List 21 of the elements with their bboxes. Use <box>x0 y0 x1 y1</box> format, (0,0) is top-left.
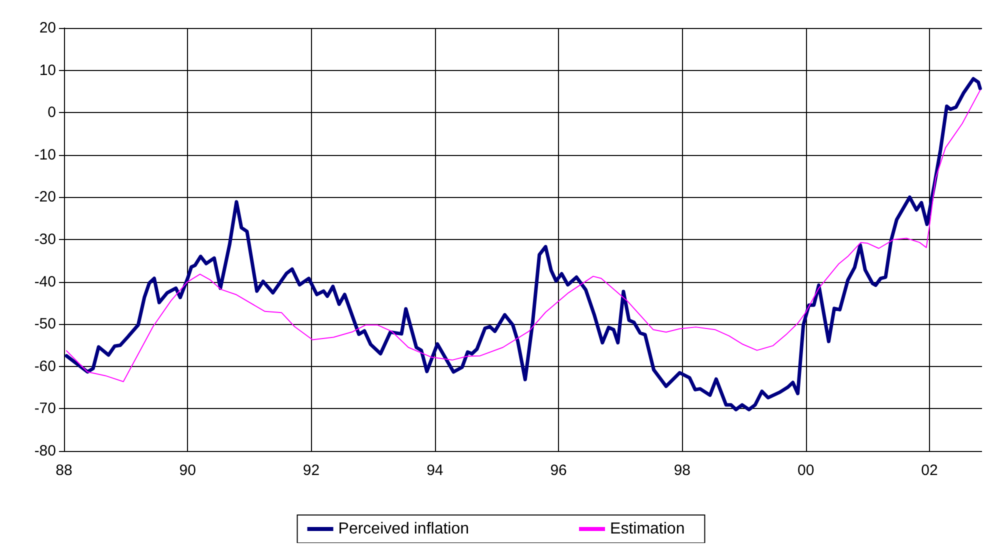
y-tick-label: -70 <box>34 400 56 418</box>
legend-label: Estimation <box>610 520 685 538</box>
x-tick-label: 88 <box>56 462 72 479</box>
x-tick-label: 90 <box>179 462 196 479</box>
y-tick-label: -60 <box>34 358 56 375</box>
x-tick-label: 98 <box>674 462 691 479</box>
y-tick-label: 0 <box>48 104 56 122</box>
x-tick-label: 96 <box>550 462 567 479</box>
y-tick-label: -30 <box>34 231 56 248</box>
y-tick-label: -50 <box>34 316 56 333</box>
y-tick-label: -10 <box>34 146 56 164</box>
y-tick-label: 10 <box>39 62 56 79</box>
legend-label: Perceived inflation <box>338 520 470 538</box>
y-tick-label: -40 <box>34 273 56 290</box>
x-tick-label: 94 <box>426 462 444 479</box>
y-tick-label: -20 <box>34 188 56 206</box>
x-tick-label: 92 <box>302 462 320 479</box>
y-tick-label: -80 <box>34 442 56 460</box>
x-tick-label: 00 <box>797 462 814 479</box>
x-tick-label: 02 <box>921 462 938 479</box>
y-tick-label: 20 <box>39 20 56 36</box>
